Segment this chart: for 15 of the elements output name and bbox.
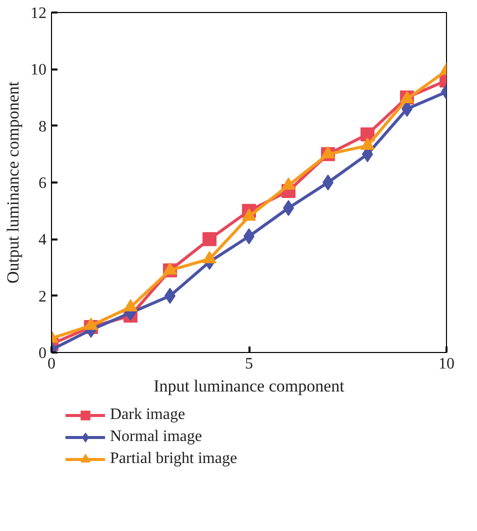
x-tick-label: 5 xyxy=(245,356,253,372)
y-tick-label: 10 xyxy=(30,62,46,79)
x-axis-title: Input luminance component xyxy=(154,376,345,396)
y-tick-label: 0 xyxy=(38,345,46,362)
legend-label: Dark image xyxy=(110,406,186,424)
y-axis-title: Output luminance component xyxy=(4,81,22,284)
y-tick-label: 8 xyxy=(38,118,46,136)
legend-label: Normal image xyxy=(110,428,202,446)
y-tick-label: 2 xyxy=(38,288,46,306)
y-tick-label: 12 xyxy=(30,5,46,22)
y-tick-label: 4 xyxy=(38,232,46,249)
y-tick-label: 6 xyxy=(38,175,46,192)
point xyxy=(202,232,216,246)
x-tick-label: 10 xyxy=(438,356,454,372)
legend-label: Partial bright image xyxy=(110,450,238,468)
